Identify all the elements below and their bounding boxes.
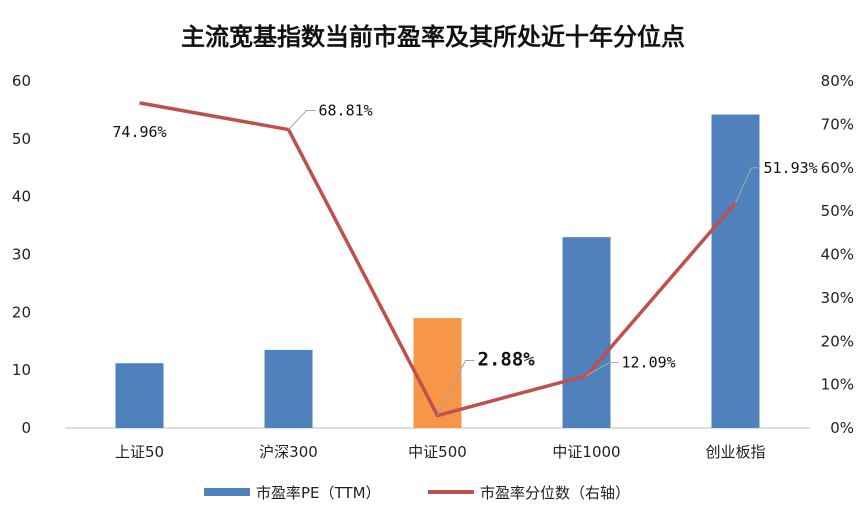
category-label: 创业板指: [705, 443, 765, 461]
right-tick-label: 80%: [821, 72, 854, 90]
leader-line: [586, 362, 619, 376]
legend-label-percentile: 市盈率分位数（右轴）: [480, 484, 630, 502]
leader-line: [735, 167, 761, 203]
right-tick-label: 10%: [821, 376, 854, 394]
left-tick-label: 50: [12, 130, 31, 148]
x-axis-categories: 上证50 沪深300 中证500 中证1000 创业板指: [115, 443, 766, 461]
percentile-data-label: 74.96%: [112, 123, 166, 141]
right-tick-label: 60%: [821, 159, 854, 177]
percentile-data-label: 12.09%: [622, 354, 676, 372]
pe-bar: [264, 349, 313, 428]
category-label: 沪深300: [259, 443, 318, 461]
right-tick-label: 0%: [830, 419, 854, 437]
percentile-data-label: 51.93%: [764, 159, 818, 177]
percentile-data-label: 68.81%: [319, 102, 373, 120]
chart-title: 主流宽基指数当前市盈率及其所处近十年分位点: [181, 23, 685, 51]
leader-line: [437, 360, 475, 416]
pe-bar: [711, 114, 760, 428]
legend-swatch-pe: [204, 488, 250, 496]
left-tick-label: 10: [12, 361, 31, 379]
left-tick-label: 0: [21, 419, 31, 437]
left-y-axis: 0 10 20 30 40 50 60: [12, 72, 31, 437]
pe-bar: [562, 237, 611, 428]
left-tick-label: 20: [12, 303, 31, 321]
pe-bars: [115, 114, 760, 428]
legend: 市盈率PE（TTM） 市盈率分位数（右轴）: [204, 484, 630, 502]
percentile-data-label: 2.88%: [478, 349, 536, 371]
left-tick-label: 40: [12, 188, 31, 206]
right-tick-label: 30%: [821, 289, 854, 307]
category-label: 中证1000: [552, 443, 620, 461]
right-tick-label: 40%: [821, 246, 854, 264]
percentile-data-labels: 74.96% 68.81% 2.88% 12.09% 51.93%: [112, 102, 817, 372]
category-label: 上证50: [115, 443, 164, 461]
right-y-axis: 0% 10% 20% 30% 40% 50% 60% 70% 80%: [821, 72, 854, 437]
category-label: 中证500: [408, 443, 467, 461]
right-tick-label: 50%: [821, 202, 854, 220]
legend-label-pe: 市盈率PE（TTM）: [256, 484, 381, 502]
left-tick-label: 30: [12, 246, 31, 264]
leader-line: [288, 110, 316, 130]
label-leader-lines: [288, 110, 761, 416]
right-tick-label: 20%: [821, 332, 854, 350]
right-tick-label: 70%: [821, 115, 854, 133]
left-tick-label: 60: [12, 72, 31, 90]
pe-bar: [115, 363, 164, 428]
